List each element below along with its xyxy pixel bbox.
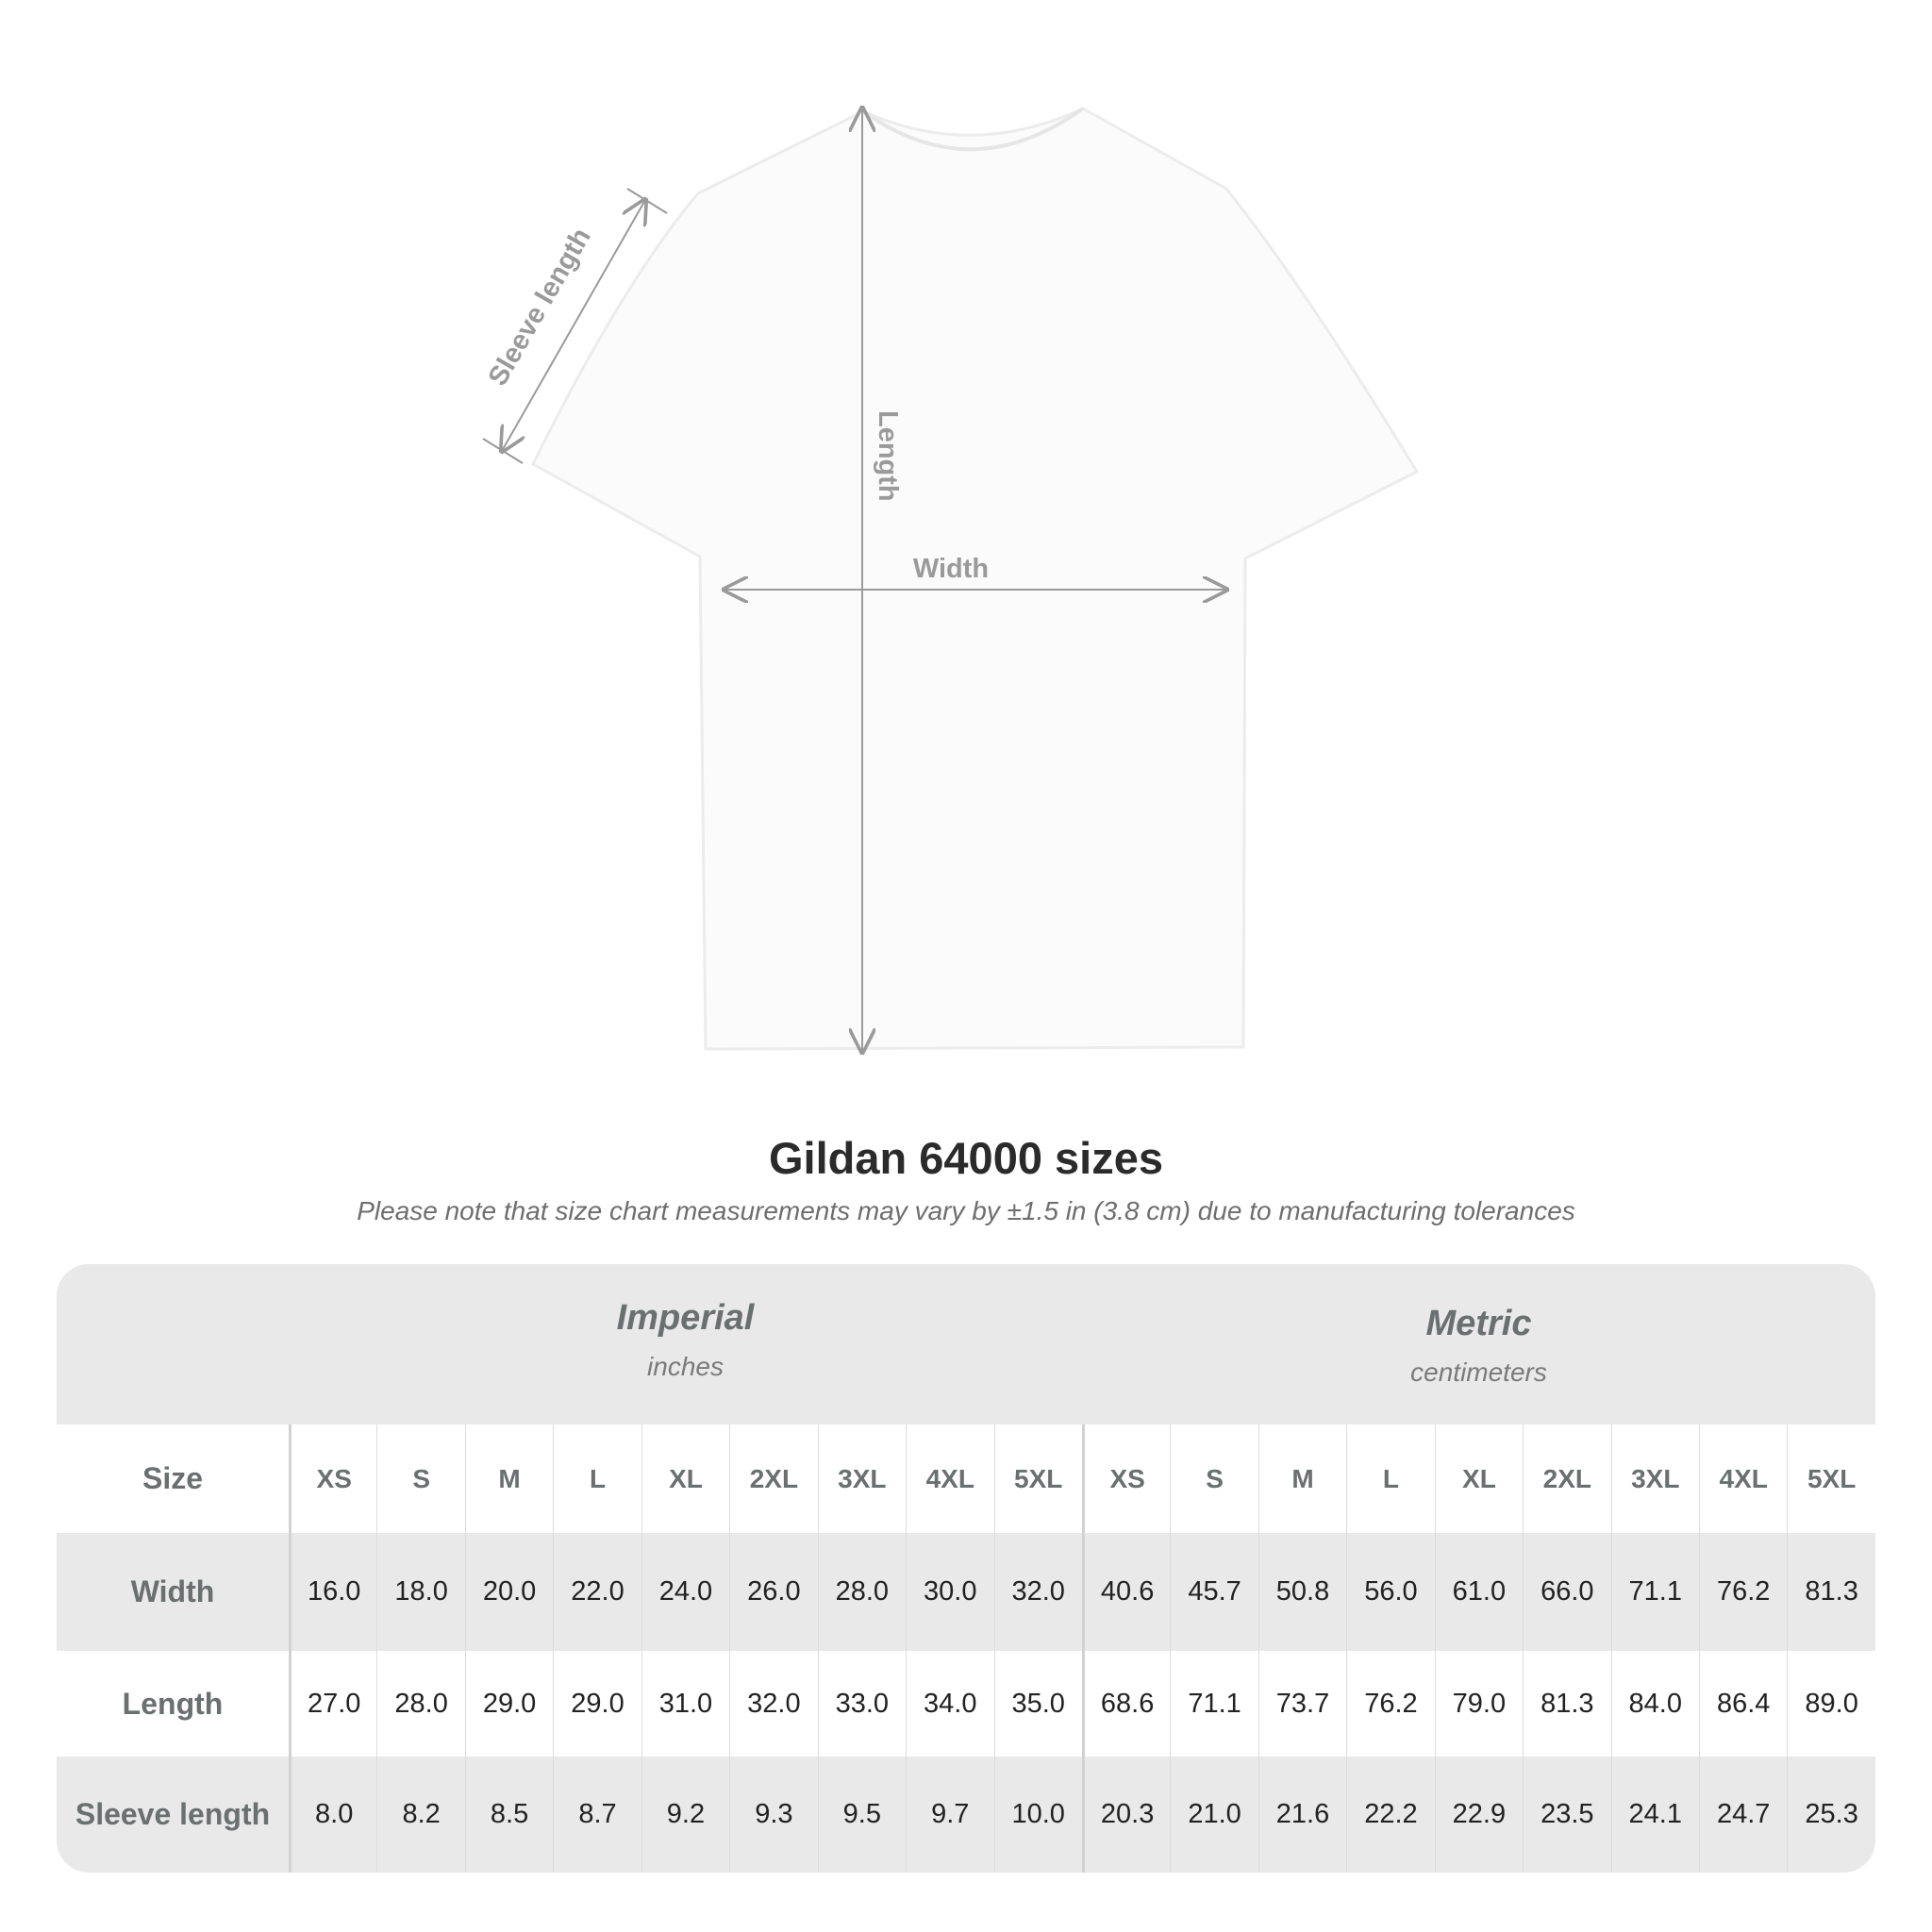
table-cell: 28.0 bbox=[817, 1533, 906, 1651]
row-label: Length bbox=[122, 1686, 224, 1721]
table-cell: 30.0 bbox=[906, 1533, 993, 1651]
table-cell: 71.1 bbox=[1610, 1533, 1699, 1651]
size-header-cell: 5XL bbox=[993, 1424, 1082, 1533]
table-cell: 27.0 bbox=[289, 1651, 376, 1757]
table-cell: 66.0 bbox=[1523, 1533, 1610, 1651]
table-cell: 8.5 bbox=[464, 1757, 553, 1873]
table-cell: 21.0 bbox=[1170, 1757, 1257, 1873]
sleeve-length-label: Sleeve length bbox=[483, 224, 597, 391]
table-cell: 18.0 bbox=[376, 1533, 464, 1651]
table-cell: 32.0 bbox=[729, 1651, 817, 1757]
table-cell: 31.0 bbox=[641, 1651, 729, 1757]
table-cell: 22.2 bbox=[1346, 1757, 1434, 1873]
table-cell: 29.0 bbox=[464, 1651, 553, 1757]
table-cell: 45.7 bbox=[1170, 1533, 1257, 1651]
metric-header: Metric centimeters bbox=[1410, 1304, 1547, 1387]
table-cell: 33.0 bbox=[817, 1651, 906, 1757]
table-cell: 56.0 bbox=[1346, 1533, 1434, 1651]
table-cell: 40.6 bbox=[1081, 1533, 1170, 1651]
table-cell: 84.0 bbox=[1610, 1651, 1699, 1757]
table-row: Sleeve length 8.0 8.2 8.5 8.7 9.2 9.3 9.5 9.7 10.… bbox=[57, 1757, 1875, 1873]
table-cell: 24.7 bbox=[1699, 1757, 1787, 1873]
table-cell: 24.0 bbox=[641, 1533, 729, 1651]
table-cell: 28.0 bbox=[376, 1651, 464, 1757]
table-cell: 16.0 bbox=[289, 1533, 376, 1651]
size-header-cell: 5XL bbox=[1787, 1424, 1874, 1533]
size-header-cell: M bbox=[464, 1424, 553, 1533]
table-row: Width 16.0 18.0 20.0 22.0 24.0 26.0 28.0 30.0 32.… bbox=[57, 1533, 1875, 1651]
size-header-cell: S bbox=[376, 1424, 464, 1533]
table-cell: 9.7 bbox=[906, 1757, 993, 1873]
size-header-cell: 4XL bbox=[1699, 1424, 1787, 1533]
table-cell: 8.7 bbox=[553, 1757, 641, 1873]
imperial-header: Imperial inches bbox=[616, 1298, 755, 1381]
table-cell: 76.2 bbox=[1699, 1533, 1787, 1651]
table-cell: 81.3 bbox=[1523, 1651, 1610, 1757]
table-cell: 23.5 bbox=[1523, 1757, 1610, 1873]
row-label: Sleeve length bbox=[75, 1797, 271, 1831]
table-cell: 8.2 bbox=[376, 1757, 464, 1873]
size-header-cell: 2XL bbox=[1523, 1424, 1610, 1533]
table-cell: 79.0 bbox=[1434, 1651, 1523, 1757]
table-cell: 10.0 bbox=[993, 1757, 1082, 1873]
size-table: Imperial inches Metric centimeters Size X… bbox=[57, 1264, 1875, 1873]
table-cell: 29.0 bbox=[553, 1651, 641, 1757]
table-cell: 76.2 bbox=[1346, 1651, 1434, 1757]
table-cell: 21.6 bbox=[1257, 1757, 1346, 1873]
size-header-row: Size XS S M L XL 2XL 3XL 4XL 5XL XS S M L XL 2XL 3XL 4XL 5… bbox=[57, 1424, 1875, 1533]
table-cell: 34.0 bbox=[906, 1651, 993, 1757]
size-header-cell: XL bbox=[1434, 1424, 1523, 1533]
sleeve-arrow bbox=[502, 200, 645, 451]
table-cell: 25.3 bbox=[1787, 1757, 1874, 1873]
table-cell: 89.0 bbox=[1787, 1651, 1874, 1757]
table-cell: 71.1 bbox=[1170, 1651, 1257, 1757]
table-cell: 22.9 bbox=[1434, 1757, 1523, 1873]
table-cell: 8.0 bbox=[289, 1757, 376, 1873]
tolerance-note: Please note that size chart measurements… bbox=[357, 1196, 1575, 1225]
table-cell: 9.2 bbox=[641, 1757, 729, 1873]
table-cell: 9.5 bbox=[817, 1757, 906, 1873]
size-header-cell: L bbox=[553, 1424, 641, 1533]
row-label: Size bbox=[142, 1461, 204, 1495]
table-row: Length 27.0 28.0 29.0 29.0 31.0 32.0 33.0 34.0 35… bbox=[57, 1651, 1875, 1757]
table-cell: 86.4 bbox=[1699, 1651, 1787, 1757]
table-cell: 20.3 bbox=[1081, 1757, 1170, 1873]
table-cell: 9.3 bbox=[729, 1757, 817, 1873]
page-title: Gildan 64000 sizes bbox=[768, 1133, 1164, 1183]
size-header-cell: 3XL bbox=[817, 1424, 906, 1533]
size-header-cell: 2XL bbox=[729, 1424, 817, 1533]
table-cell: 26.0 bbox=[729, 1533, 817, 1651]
table-cell: 73.7 bbox=[1257, 1651, 1346, 1757]
row-label: Width bbox=[130, 1574, 215, 1608]
size-header-cell: XS bbox=[1081, 1424, 1170, 1533]
table-cell: 81.3 bbox=[1787, 1533, 1874, 1651]
table-cell: 20.0 bbox=[464, 1533, 553, 1651]
size-header-cell: M bbox=[1257, 1424, 1346, 1533]
table-cell: 61.0 bbox=[1434, 1533, 1523, 1651]
table-cell: 50.8 bbox=[1257, 1533, 1346, 1651]
size-header-cell: L bbox=[1346, 1424, 1434, 1533]
table-cell: 68.6 bbox=[1081, 1651, 1170, 1757]
tshirt-diagram: Length Width Sleeve length bbox=[482, 0, 1420, 1094]
size-header-cell: XL bbox=[641, 1424, 729, 1533]
width-label: Width bbox=[913, 554, 989, 584]
table-cell: 32.0 bbox=[993, 1533, 1082, 1651]
size-header-cell: 3XL bbox=[1610, 1424, 1699, 1533]
table-cell: 22.0 bbox=[553, 1533, 641, 1651]
size-header-cell: 4XL bbox=[906, 1424, 993, 1533]
table-cell: 24.1 bbox=[1610, 1757, 1699, 1873]
length-label: Length bbox=[873, 410, 903, 502]
size-header-cell: XS bbox=[289, 1424, 376, 1533]
table-cell: 35.0 bbox=[993, 1651, 1082, 1757]
size-header-cell: S bbox=[1170, 1424, 1257, 1533]
